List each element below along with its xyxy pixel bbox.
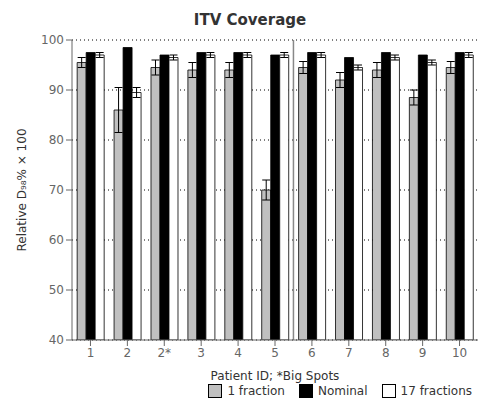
- svg-text:2: 2: [124, 346, 132, 360]
- svg-text:10: 10: [452, 346, 467, 360]
- svg-text:5: 5: [271, 346, 279, 360]
- svg-text:1: 1: [87, 346, 95, 360]
- svg-text:4: 4: [234, 346, 242, 360]
- svg-text:70: 70: [49, 183, 64, 197]
- html-text:17 fractions: 17 fractions: [400, 384, 472, 398]
- svg-text:90: 90: [49, 83, 64, 97]
- svg-text:7: 7: [345, 346, 353, 360]
- svg-text:8: 8: [382, 346, 390, 360]
- svg-text:50: 50: [49, 283, 64, 297]
- svg-text:6: 6: [308, 346, 316, 360]
- svg-text:80: 80: [49, 133, 64, 147]
- svg-text:2*: 2*: [157, 346, 171, 360]
- svg-text:9: 9: [419, 346, 427, 360]
- svg-text:3: 3: [197, 346, 205, 360]
- svg-text:100: 100: [41, 33, 64, 47]
- html-text:Nominal: Nominal: [317, 384, 368, 398]
- svg-text:Relative D₉₈% × 100: Relative D₉₈% × 100: [15, 128, 29, 251]
- html-text:1 fraction: 1 fraction: [227, 384, 285, 398]
- html-text:ITV Coverage: ITV Coverage: [193, 11, 307, 29]
- svg-text:40: 40: [49, 333, 64, 347]
- svg-text:60: 60: [49, 233, 64, 247]
- svg-text:Patient ID; *Big Spots: Patient ID; *Big Spots: [211, 369, 340, 383]
